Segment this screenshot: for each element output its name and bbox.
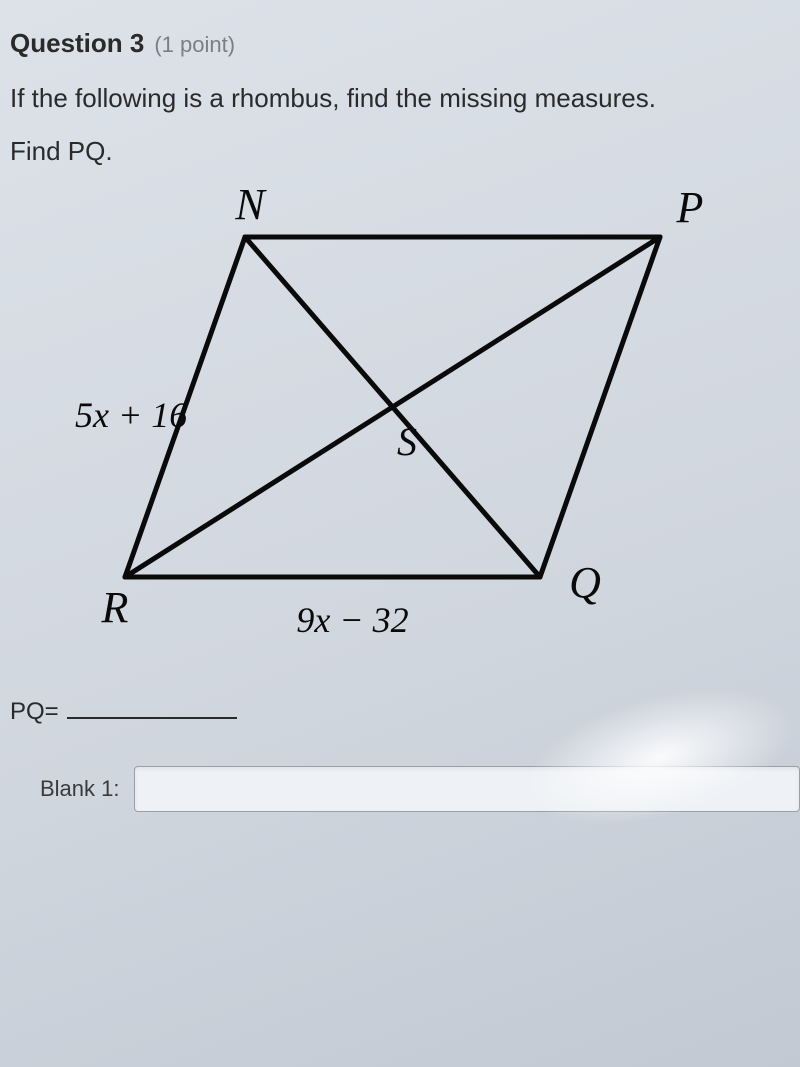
content-area: Question 3 (1 point) If the following is…: [0, 0, 800, 812]
svg-text:N: N: [234, 180, 267, 229]
question-prompt: If the following is a rhombus, find the …: [0, 83, 800, 114]
answer-label: PQ=: [10, 698, 59, 726]
svg-text:5x + 16: 5x + 16: [75, 395, 187, 435]
answer-line: PQ=: [0, 697, 800, 726]
question-header: Question 3 (1 point): [0, 28, 800, 59]
page: Question 3 (1 point) If the following is…: [0, 0, 800, 1067]
question-number: Question 3: [10, 28, 144, 59]
rhombus-figure: N P Q R S 5x + 16 9x − 32: [20, 177, 780, 677]
svg-text:P: P: [676, 183, 704, 232]
blank-1-input[interactable]: [134, 766, 800, 812]
question-find: Find PQ.: [0, 136, 800, 167]
blank-label: Blank 1:: [40, 776, 120, 802]
svg-text:Q: Q: [569, 558, 601, 607]
diagram: N P Q R S 5x + 16 9x − 32: [0, 177, 800, 677]
input-row: Blank 1:: [0, 766, 800, 812]
svg-text:R: R: [101, 583, 129, 632]
answer-underline: [67, 697, 237, 719]
svg-text:S: S: [397, 419, 417, 464]
svg-text:9x − 32: 9x − 32: [296, 600, 408, 640]
question-points: (1 point): [154, 32, 235, 58]
